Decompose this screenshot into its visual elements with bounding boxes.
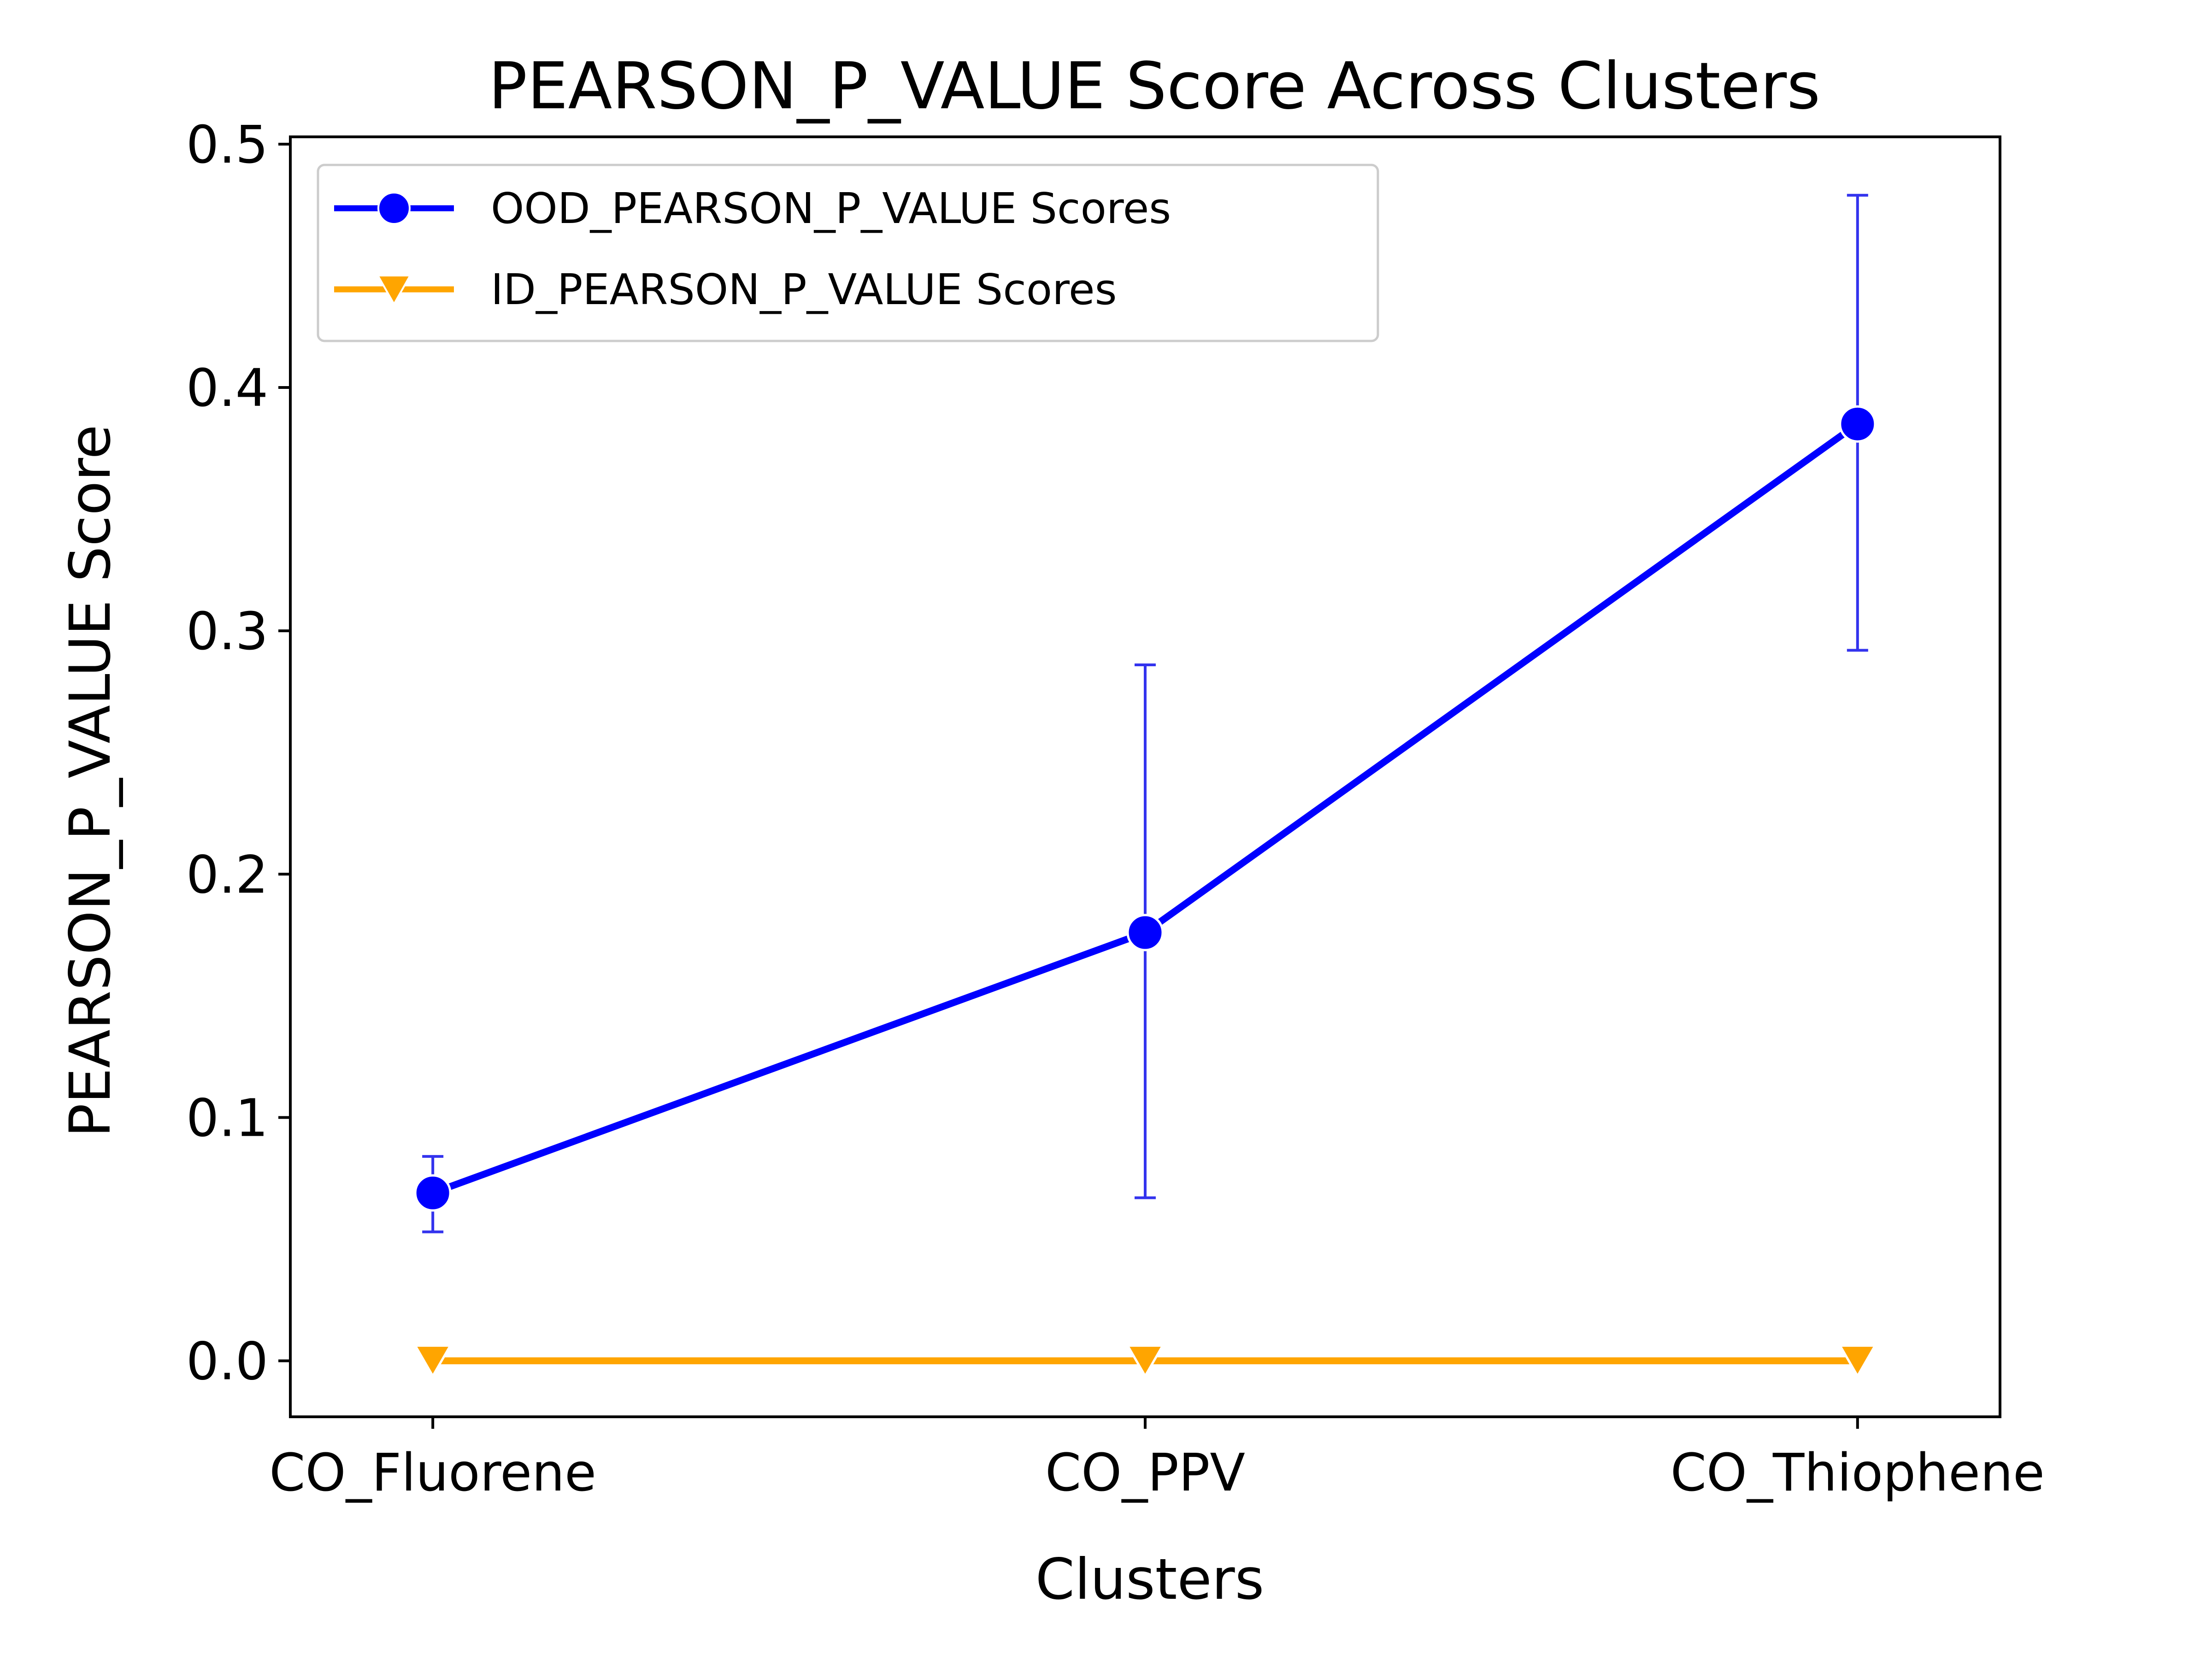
data-point-ood-2 [1839,405,1877,443]
x-tick-label-1: CO_PPV [1045,1443,1245,1503]
legend-ood-marker [377,192,411,225]
y-tick-label-0: 0.0 [186,1332,268,1392]
y-tick-label-3: 0.3 [186,602,268,662]
y-tick-label-4: 0.4 [186,358,268,418]
y-tick-label-2: 0.2 [186,845,268,905]
data-point-id-1 [1125,1344,1165,1379]
legend-id-marker [376,275,412,306]
legend-frame [317,164,1379,342]
data-point-ood-0 [414,1174,452,1212]
legend: OOD_PEARSON_P_VALUE Scores ID_PEARSON_P_… [317,164,1379,342]
data-point-id-0 [413,1344,453,1379]
chart-title: PEARSON_P_VALUE Score Across Clusters [488,49,1820,124]
data-point-ood-1 [1126,914,1164,951]
plot-area [413,194,1877,1379]
data-point-id-2 [1838,1344,1877,1379]
legend-id-label: ID_PEARSON_P_VALUE Scores [491,265,1117,314]
x-tick-label-2: CO_Thiophene [1671,1443,2045,1503]
legend-ood-label: OOD_PEARSON_P_VALUE Scores [491,184,1171,233]
y-axis-label: PEARSON_P_VALUE Score [58,424,123,1137]
y-tick-label-5: 0.5 [186,115,268,175]
x-tick-label-0: CO_Fluorene [269,1443,596,1503]
x-axis-label: Clusters [1035,1547,1265,1612]
y-tick-label-1: 0.1 [186,1088,268,1148]
axes: 0.0 0.1 0.2 0.3 0.4 0.5 CO_Fluorene CO_PPV CO_Th… [186,115,2045,1503]
